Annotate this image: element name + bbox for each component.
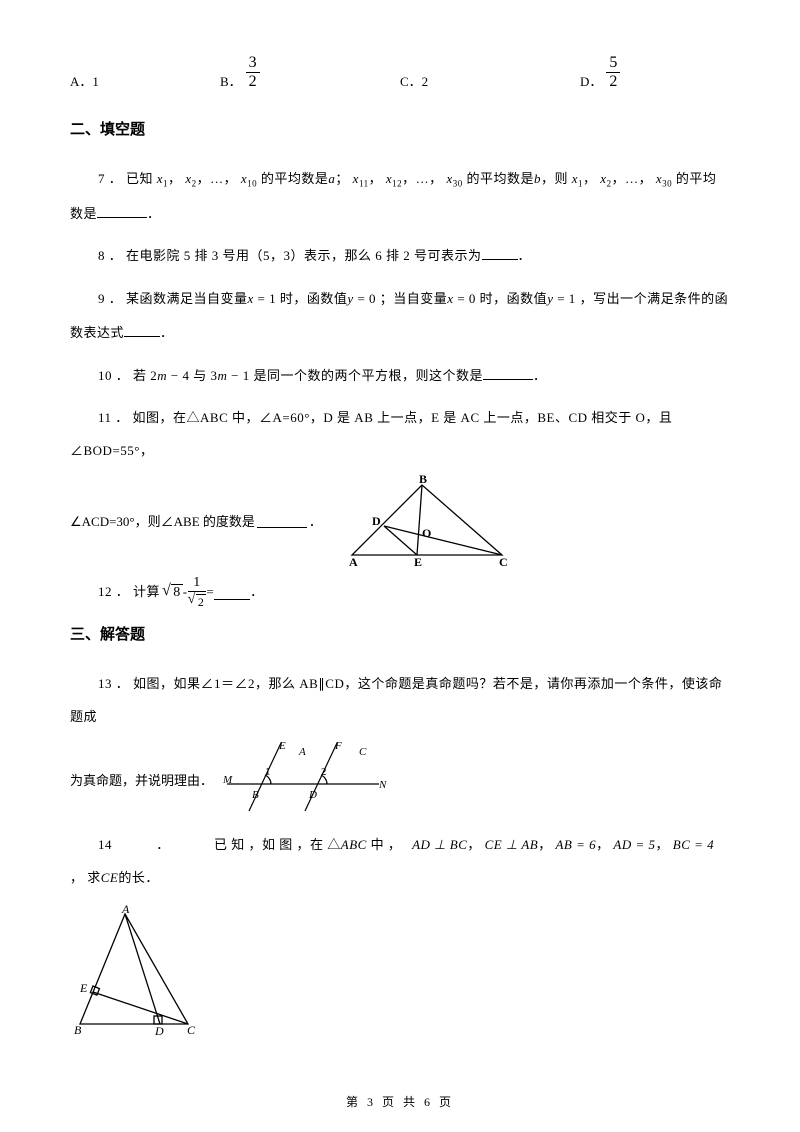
- mc-options-row: A． 1 B． 3 2 C． 2 D． 5 2: [70, 55, 730, 90]
- question-7-line2: 数是．: [70, 198, 730, 231]
- option-b: B． 3 2: [220, 55, 400, 90]
- svg-text:B: B: [252, 789, 259, 801]
- svg-text:A: A: [121, 904, 130, 916]
- blank: [124, 323, 160, 337]
- option-c: C． 2: [400, 71, 580, 90]
- svg-text:2: 2: [321, 766, 327, 778]
- svg-text:C: C: [359, 746, 367, 758]
- q10-expr2: 3m − 1: [211, 368, 250, 383]
- option-b-prefix: B．: [220, 71, 242, 90]
- question-11-line1: 11 ． 如图，在△ABC 中，∠A=60°，D 是 AB 上一点，E 是 AC…: [70, 402, 730, 467]
- parallel-lines-diagram-icon: E A F C M N B D 1 2: [219, 739, 389, 819]
- question-9: 9 ． 某函数满足当自变量x = 1 时，函数值y = 0 ；当自变量x = 0…: [70, 283, 730, 316]
- option-a: A． 1: [70, 71, 220, 90]
- option-d-prefix: D．: [580, 71, 602, 90]
- svg-text:D: D: [308, 789, 317, 801]
- svg-text:A: A: [349, 555, 358, 568]
- option-a-value: 1: [92, 74, 99, 90]
- svg-text:E: E: [79, 981, 88, 995]
- frac-over-sqrt: 1 √2: [188, 576, 207, 609]
- q7-x2b: x2: [600, 171, 611, 186]
- frac-num: 5: [606, 55, 620, 72]
- svg-text:F: F: [334, 740, 342, 752]
- q7-x30b: x30: [656, 171, 672, 186]
- q7-lead: 7 ． 已知: [98, 171, 153, 186]
- option-c-prefix: C．: [400, 71, 422, 90]
- question-12: 12 ． 计算 √8 - 1 √2 = ．: [70, 576, 730, 609]
- section-fill-title: 二、填空题: [70, 118, 730, 139]
- q7-x11: x11: [353, 171, 369, 186]
- question-13-line2: 为真命题，并说明理由． E A F C M N B D 1 2: [70, 739, 730, 819]
- q7-x12: x12: [386, 171, 402, 186]
- q7-x30a: x30: [446, 171, 462, 186]
- q7-x10: x10: [241, 171, 257, 186]
- svg-text:C: C: [499, 555, 508, 568]
- page-footer: 第 3 页 共 6 页: [0, 1093, 800, 1110]
- sqrt-8: √8: [162, 583, 183, 602]
- question-11-line2: ∠ACD=30°，则∠ABE 的度数是 ． A C B D E O: [70, 473, 730, 568]
- svg-text:D: D: [154, 1024, 164, 1038]
- option-b-fraction: 3 2: [246, 55, 260, 90]
- blank: [482, 246, 518, 260]
- section-answer-title: 三、解答题: [70, 623, 730, 644]
- blank: [97, 204, 147, 218]
- blank: [483, 366, 533, 380]
- frac-den: 2: [606, 72, 620, 90]
- option-a-prefix: A．: [70, 71, 92, 90]
- svg-text:B: B: [74, 1023, 82, 1037]
- svg-text:E: E: [414, 555, 422, 568]
- option-c-value: 2: [422, 74, 429, 90]
- q10-expr1: 2m − 4: [150, 368, 189, 383]
- question-8: 8 ． 在电影院 5 排 3 号用（5，3）表示，那么 6 排 2 号可表示为．: [70, 240, 730, 273]
- q7-x1: x1: [157, 171, 168, 186]
- q7-x2: x2: [185, 171, 196, 186]
- svg-text:M: M: [222, 774, 233, 786]
- svg-text:D: D: [372, 514, 381, 528]
- svg-text:C: C: [187, 1023, 196, 1037]
- triangle-altitude-diagram-icon: A B C D E: [70, 904, 210, 1039]
- question-9-line2: 数表达式．: [70, 317, 730, 350]
- svg-text:A: A: [298, 746, 306, 758]
- question-14: 14 ． 已 知 ，如 图 ，在 △ABC 中 ， AD ⊥ BC， CE ⊥ …: [70, 829, 730, 894]
- svg-text:1: 1: [265, 766, 271, 778]
- frac-den: 2: [246, 72, 260, 90]
- blank: [214, 586, 250, 600]
- svg-text:O: O: [422, 526, 431, 540]
- question-7: 7 ． 已知 x1， x2，…， x10 的平均数是a； x11， x12，…，…: [70, 163, 730, 196]
- svg-text:B: B: [419, 473, 427, 486]
- q7-x1b: x1: [572, 171, 583, 186]
- question-10: 10 ． 若 2m − 4 与 3m − 1 是同一个数的两个平方根，则这个数是…: [70, 360, 730, 393]
- question-13-line1: 13 ． 如图，如果∠1＝∠2，那么 AB∥CD，这个命题是真命题吗？若不是，请…: [70, 668, 730, 733]
- option-d: D． 5 2: [580, 55, 620, 90]
- blank: [257, 514, 307, 528]
- triangle-diagram-icon: A C B D E O: [332, 473, 522, 568]
- svg-text:E: E: [278, 740, 286, 752]
- svg-text:N: N: [378, 779, 387, 791]
- option-d-fraction: 5 2: [606, 55, 620, 90]
- frac-num: 3: [246, 55, 260, 72]
